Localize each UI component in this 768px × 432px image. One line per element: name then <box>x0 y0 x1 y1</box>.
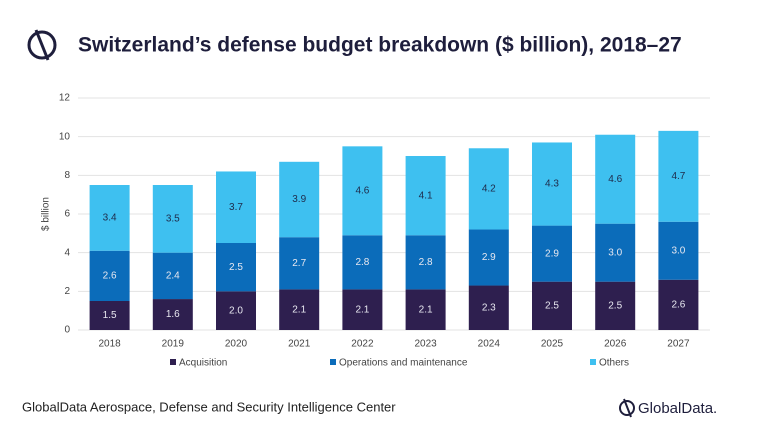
bar-segment <box>405 289 446 330</box>
bar-segment <box>216 243 256 292</box>
bar-segment <box>405 235 446 290</box>
data-label: 2.5 <box>229 262 243 273</box>
data-label: 4.3 <box>545 179 559 190</box>
legend-label: Others <box>599 358 629 369</box>
data-label: 4.2 <box>482 184 496 195</box>
data-label: 3.5 <box>166 213 180 224</box>
y-tick-label: 2 <box>64 286 70 297</box>
bar-segment <box>405 156 446 236</box>
y-tick-label: 8 <box>64 170 70 181</box>
data-label: 2.1 <box>419 304 433 315</box>
data-label: 4.6 <box>608 174 622 185</box>
bar-segment <box>532 281 572 330</box>
data-label: 3.9 <box>292 194 306 205</box>
bar-segment <box>152 252 193 300</box>
data-label: 2.0 <box>229 305 243 316</box>
source: GlobalData Aerospace, Defense and Securi… <box>22 399 396 414</box>
data-label: 2.5 <box>545 300 559 311</box>
chart-title: Switzerland’s defense budget breakdown (… <box>78 34 682 57</box>
legend-label: Acquisition <box>179 358 227 369</box>
data-label: 2.9 <box>545 248 559 259</box>
x-tick-label: 2023 <box>414 339 437 350</box>
y-axis-label: $ billion <box>41 197 52 231</box>
bar-segment <box>468 229 509 286</box>
bar-segment <box>342 146 383 236</box>
data-label: 1.6 <box>166 309 180 320</box>
x-tick-label: 2027 <box>667 339 690 350</box>
y-tick-label: 6 <box>64 209 70 220</box>
bar-segment <box>658 130 699 222</box>
data-label: 3.7 <box>229 202 243 213</box>
data-label: 2.1 <box>292 304 306 315</box>
bar-segment <box>279 161 320 238</box>
y-tick-label: 4 <box>64 247 70 258</box>
bar-segment <box>468 285 509 330</box>
data-label: 1.5 <box>103 310 117 321</box>
bar-segment <box>595 281 636 330</box>
data-label: 2.1 <box>355 304 369 315</box>
legend-marker <box>170 359 176 365</box>
legend-label: Operations and maintenance <box>339 358 468 369</box>
data-label: 3.0 <box>671 245 685 256</box>
legend-marker <box>590 359 596 365</box>
bar-segment <box>342 235 383 290</box>
bar-segment <box>216 291 256 330</box>
bar-segment <box>658 279 699 330</box>
bar-segment <box>342 289 383 330</box>
x-tick-label: 2020 <box>225 339 248 350</box>
brand: GlobalData. <box>638 400 717 417</box>
x-tick-label: 2025 <box>541 339 564 350</box>
data-label: 2.8 <box>419 257 433 268</box>
bar-segment <box>279 237 320 290</box>
data-label: 4.7 <box>671 171 685 182</box>
x-tick-label: 2018 <box>98 339 121 350</box>
x-tick-label: 2021 <box>288 339 311 350</box>
data-label: 2.3 <box>482 302 496 313</box>
data-label: 2.8 <box>355 257 369 268</box>
bar-segment <box>216 171 256 243</box>
data-label: 4.6 <box>355 185 369 196</box>
data-label: 3.0 <box>608 247 622 258</box>
data-label: 2.7 <box>292 258 306 269</box>
bar-segment <box>658 221 699 280</box>
bar-segment <box>279 289 320 330</box>
bar-segment <box>532 142 572 226</box>
logo-icon <box>27 29 57 61</box>
x-tick-label: 2019 <box>162 339 185 350</box>
x-tick-label: 2024 <box>478 339 501 350</box>
data-label: 2.5 <box>608 300 622 311</box>
data-label: 2.9 <box>482 252 496 263</box>
y-tick-label: 12 <box>59 93 71 104</box>
legend-marker <box>330 359 336 365</box>
bar-segment <box>532 225 572 282</box>
bar-segment <box>152 299 193 330</box>
data-label: 2.6 <box>671 300 685 311</box>
bar-segment <box>89 185 130 251</box>
brand-icon <box>619 398 635 418</box>
bar-segment <box>152 185 193 253</box>
bar-segment <box>89 250 130 301</box>
data-label: 3.4 <box>103 213 117 224</box>
data-label: 2.4 <box>166 271 180 282</box>
x-tick-label: 2022 <box>351 339 374 350</box>
y-tick-label: 10 <box>59 131 71 142</box>
x-tick-label: 2026 <box>604 339 627 350</box>
data-label: 4.1 <box>419 190 433 201</box>
data-label: 2.6 <box>103 271 117 282</box>
bar-segment <box>468 148 509 230</box>
bar-segment <box>595 134 636 224</box>
bar-segment <box>89 301 130 330</box>
bar-segment <box>595 223 636 282</box>
y-tick-label: 0 <box>64 325 70 336</box>
